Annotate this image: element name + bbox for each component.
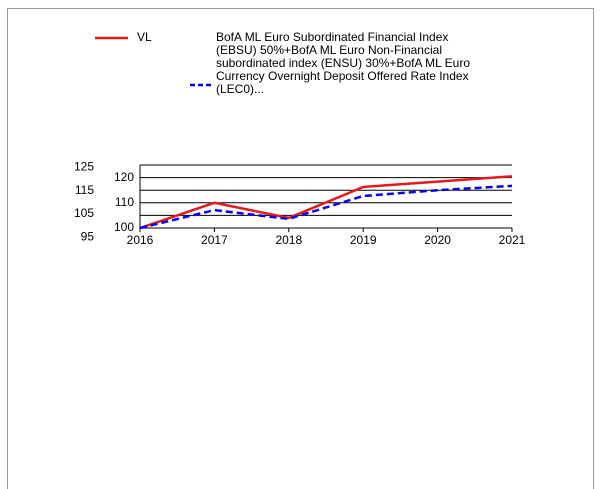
- y-tick-label: 120: [114, 170, 134, 184]
- y2-tick-label: 125: [74, 160, 94, 174]
- x-tick-label: 2021: [499, 233, 526, 247]
- series-line: [139, 184, 513, 230]
- x-tick-label: 2018: [275, 233, 302, 247]
- y2-tick-label: 105: [74, 206, 94, 220]
- x-tick-label: 2017: [201, 233, 228, 247]
- x-tick-label: 2016: [127, 233, 154, 247]
- legend-label: BofA ML Euro Subordinated Financial Inde…: [216, 30, 471, 96]
- y2-tick-label: 95: [81, 230, 95, 244]
- y2-tick-label: 115: [75, 183, 94, 197]
- x-tick-label: 2019: [350, 233, 377, 247]
- x-tick-label: 2020: [424, 233, 451, 247]
- legend-label: VL: [137, 30, 152, 44]
- y-tick-label: 100: [114, 220, 134, 234]
- frame: [7, 8, 594, 489]
- y-tick-label: 110: [115, 195, 134, 209]
- series-line: [139, 175, 513, 230]
